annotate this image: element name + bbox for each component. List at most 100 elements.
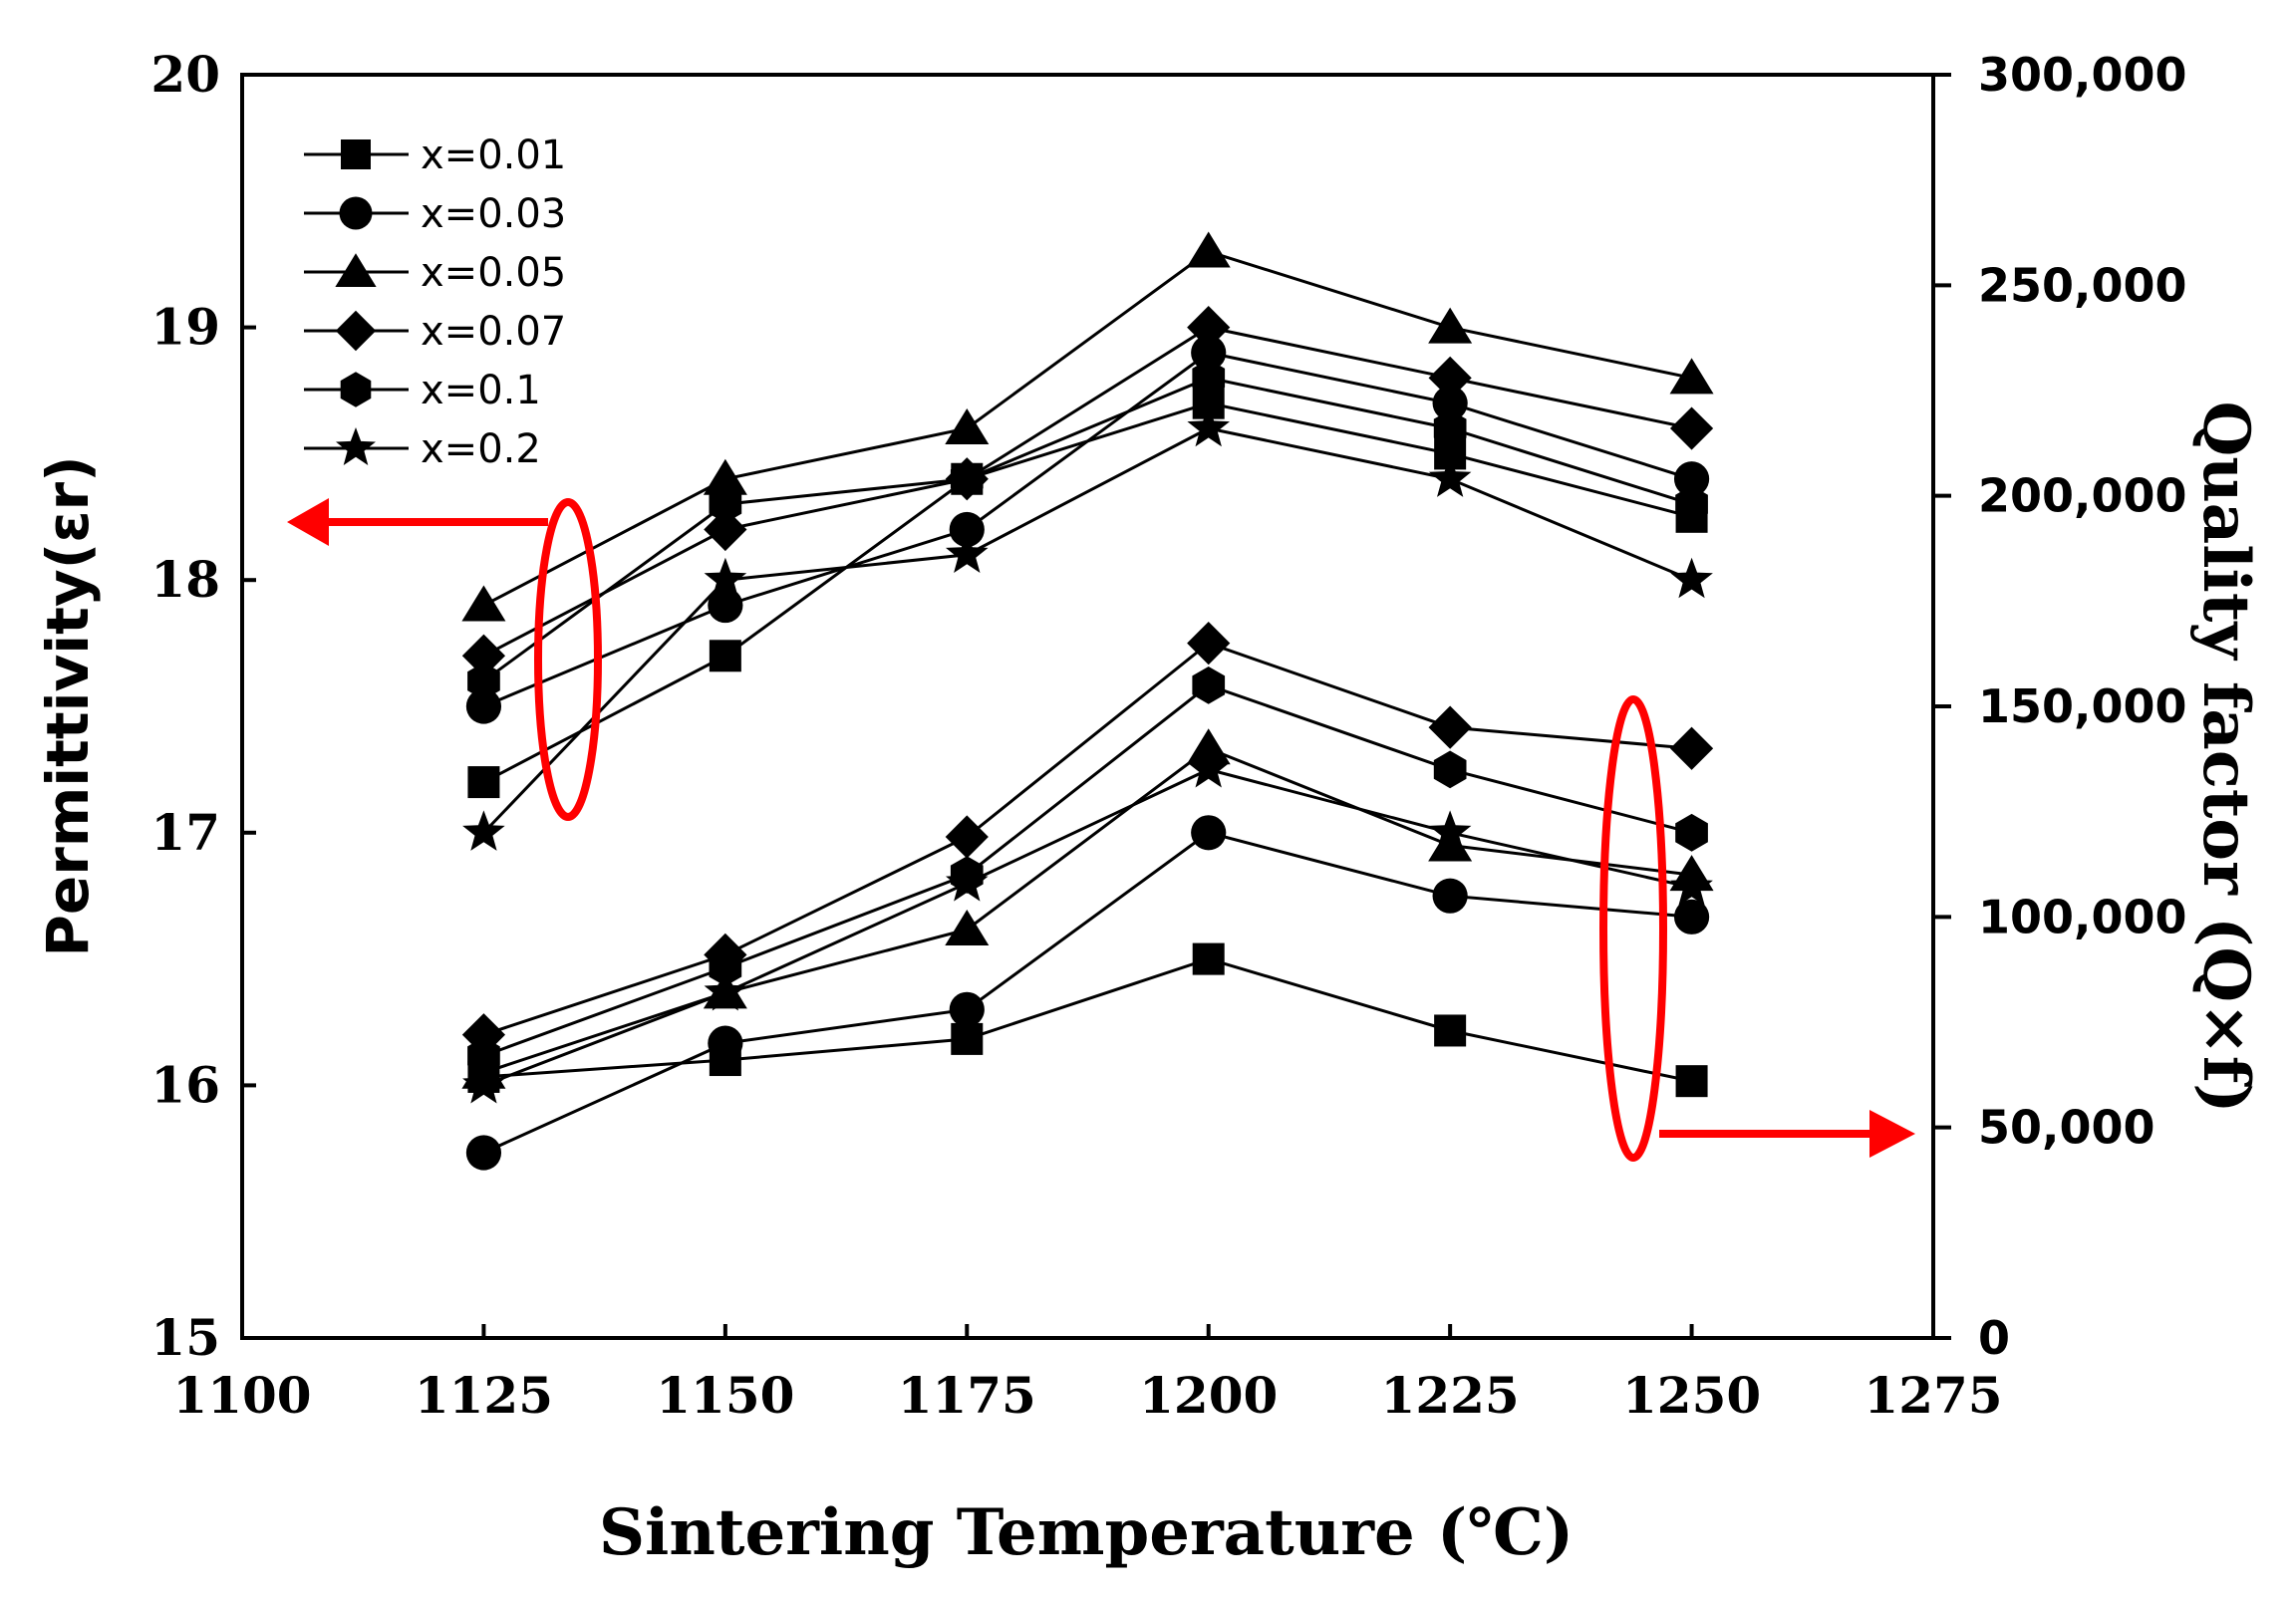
quality-factor-point-x-0-05 bbox=[945, 910, 990, 946]
quality-factor-point-x-0-2 bbox=[1670, 865, 1713, 906]
permittivity-point-x-0-03 bbox=[708, 587, 743, 624]
permittivity-point-x-0-2 bbox=[1428, 456, 1472, 497]
permittivity-point-x-0-03 bbox=[949, 511, 985, 548]
quality-factor-point-x-0-07 bbox=[1669, 726, 1714, 770]
permittivity-line-x-0-01 bbox=[482, 401, 1692, 784]
ticks-group: 1100 1125 1150 1175 1200 1225 1250 1275 15 16 17 18… bbox=[150, 45, 2186, 1425]
annotations-group bbox=[287, 498, 1915, 1162]
quality-factor-point-x-0-05 bbox=[1428, 825, 1473, 862]
quality-factor-line-x-0-07 bbox=[482, 641, 1692, 1037]
legend-marker bbox=[340, 372, 372, 407]
permittivity-point-x-0-03 bbox=[465, 688, 502, 724]
quality-factor-point-x-0-1 bbox=[467, 1036, 500, 1075]
y-right-tick-label: 250,000 bbox=[1978, 258, 2187, 312]
permittivity-line-x-0-03 bbox=[482, 351, 1693, 708]
quality-factor-point-x-0-03 bbox=[1673, 899, 1710, 935]
quality-factor-point-x-0-05 bbox=[1186, 728, 1231, 765]
left-annotation-arrowhead bbox=[287, 498, 329, 546]
legend-marker bbox=[335, 310, 377, 352]
legend-label: x=0.05 bbox=[421, 250, 566, 296]
legend-marker bbox=[336, 427, 376, 465]
quality-factor-point-x-0-2 bbox=[946, 861, 989, 902]
quality-factor-point-x-0-1 bbox=[709, 948, 742, 986]
permittivity-point-x-0-07 bbox=[461, 634, 506, 677]
quality-factor-line-x-0-03 bbox=[482, 831, 1692, 1155]
permittivity-point-x-0-1 bbox=[950, 459, 984, 498]
y-left-tick-label: 17 bbox=[150, 803, 220, 862]
quality-factor-point-x-0-01 bbox=[1675, 1065, 1708, 1098]
legend-label: x=0.2 bbox=[421, 426, 541, 472]
y-left-tick-label: 15 bbox=[150, 1308, 220, 1367]
y-right-tick-label: 300,000 bbox=[1978, 48, 2187, 102]
quality-factor-point-x-0-01 bbox=[1434, 1014, 1467, 1047]
permittivity-point-x-0-03 bbox=[1191, 335, 1227, 371]
quality-factor-point-x-0-1 bbox=[1192, 667, 1226, 704]
legend-label: x=0.01 bbox=[421, 133, 566, 178]
y-left-tick-label: 16 bbox=[150, 1055, 220, 1114]
permittivity-point-x-0-2 bbox=[462, 810, 505, 851]
x-tick-label: 1275 bbox=[1864, 1366, 2002, 1425]
quality-factor-point-x-0-01 bbox=[1192, 942, 1225, 975]
quality-factor-point-x-0-03 bbox=[465, 1135, 502, 1171]
permittivity-point-x-0-2 bbox=[704, 557, 747, 599]
y-right-tick-label: 200,000 bbox=[1978, 469, 2187, 523]
legend-label: x=0.1 bbox=[421, 368, 541, 413]
permittivity-point-x-0-2 bbox=[1670, 557, 1713, 599]
quality-factor-point-x-0-01 bbox=[951, 1022, 984, 1055]
right-annotation-ellipse bbox=[1599, 695, 1667, 1162]
series-lines-group bbox=[482, 249, 1693, 1155]
quality-factor-point-x-0-2 bbox=[704, 970, 747, 1011]
permittivity-point-x-0-07 bbox=[1187, 306, 1231, 350]
quality-factor-line-x-0-2 bbox=[482, 767, 1692, 1087]
permittivity-line-x-0-07 bbox=[482, 326, 1692, 658]
x-tick-label: 1225 bbox=[1381, 1366, 1520, 1425]
permittivity-point-x-0-05 bbox=[1669, 358, 1714, 395]
quality-factor-line-x-0-05 bbox=[482, 746, 1692, 1075]
quality-factor-point-x-0-1 bbox=[1675, 813, 1708, 852]
quality-factor-point-x-0-03 bbox=[708, 1025, 743, 1061]
y-right-tick-label: 150,000 bbox=[1978, 679, 2187, 733]
permittivity-point-x-0-1 bbox=[1433, 409, 1467, 447]
permittivity-line-x-0-05 bbox=[482, 249, 1692, 607]
y-right-tick-label: 0 bbox=[1978, 1311, 2010, 1365]
y-right-tick-label: 100,000 bbox=[1978, 890, 2187, 943]
legend-label: x=0.07 bbox=[421, 309, 566, 355]
x-tick-label: 1250 bbox=[1622, 1366, 1761, 1425]
quality-factor-line-x-0-1 bbox=[482, 683, 1692, 1058]
quality-factor-point-x-0-2 bbox=[462, 1063, 505, 1104]
quality-factor-line-x-0-01 bbox=[483, 957, 1692, 1083]
permittivity-point-x-0-1 bbox=[1192, 359, 1226, 398]
x-tick-label: 1175 bbox=[898, 1366, 1036, 1425]
permittivity-point-x-0-01 bbox=[467, 766, 500, 799]
x-tick-label: 1125 bbox=[415, 1366, 553, 1425]
permittivity-point-x-0-07 bbox=[1428, 356, 1472, 400]
y-left-tick-label: 18 bbox=[150, 550, 220, 609]
quality-factor-point-x-0-03 bbox=[949, 991, 985, 1027]
permittivity-point-x-0-03 bbox=[1673, 461, 1710, 497]
permittivity-point-x-0-03 bbox=[1432, 386, 1468, 421]
permittivity-point-x-0-01 bbox=[709, 640, 741, 672]
y-left-tick-label: 19 bbox=[150, 298, 220, 357]
left-annotation-ellipse bbox=[534, 498, 602, 821]
legend-marker bbox=[335, 253, 377, 287]
y-axis-right-title: Quality factor (Q×f) bbox=[2188, 401, 2263, 1113]
legend-label: x=0.03 bbox=[421, 191, 566, 237]
permittivity-point-x-0-05 bbox=[703, 458, 747, 495]
quality-factor-point-x-0-07 bbox=[1428, 705, 1472, 749]
right-annotation-arrowhead bbox=[1869, 1110, 1915, 1158]
quality-factor-point-x-0-03 bbox=[1191, 815, 1227, 851]
quality-factor-point-x-0-03 bbox=[1432, 878, 1468, 914]
series-markers-group bbox=[461, 231, 1714, 1171]
legend: x=0.01 x=0.03 x=0.05 x=0.07 x=0.1 x=0.2 bbox=[304, 133, 566, 472]
quality-factor-point-x-0-07 bbox=[1187, 622, 1231, 666]
y-left-tick-label: 20 bbox=[150, 45, 220, 104]
quality-factor-point-x-0-1 bbox=[1433, 750, 1467, 789]
permittivity-line-x-0-1 bbox=[482, 376, 1693, 682]
quality-factor-point-x-0-2 bbox=[1428, 810, 1472, 851]
permittivity-point-x-0-05 bbox=[461, 585, 506, 622]
x-tick-label: 1150 bbox=[656, 1366, 794, 1425]
permittivity-point-x-0-1 bbox=[1675, 485, 1708, 523]
permittivity-point-x-0-07 bbox=[704, 507, 747, 552]
permittivity-point-x-0-07 bbox=[1669, 406, 1714, 450]
